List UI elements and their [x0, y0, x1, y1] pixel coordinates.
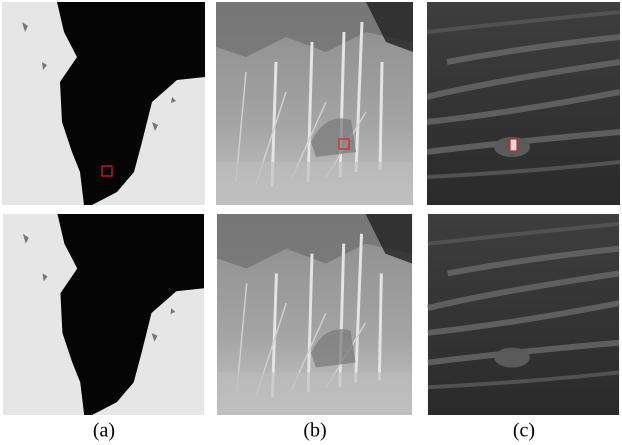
image-c-top	[427, 2, 620, 205]
image-b-top	[216, 2, 413, 205]
caption: (c)	[513, 420, 535, 442]
image-a-top	[2, 2, 205, 205]
image-c-bottom	[428, 214, 619, 415]
image-a-bottom	[3, 214, 204, 415]
image-b-bottom	[217, 214, 412, 415]
figure: (a) (b) (c)	[0, 0, 622, 445]
target-box	[510, 139, 517, 151]
caption: (b)	[303, 420, 326, 442]
caption: (a)	[93, 420, 115, 442]
